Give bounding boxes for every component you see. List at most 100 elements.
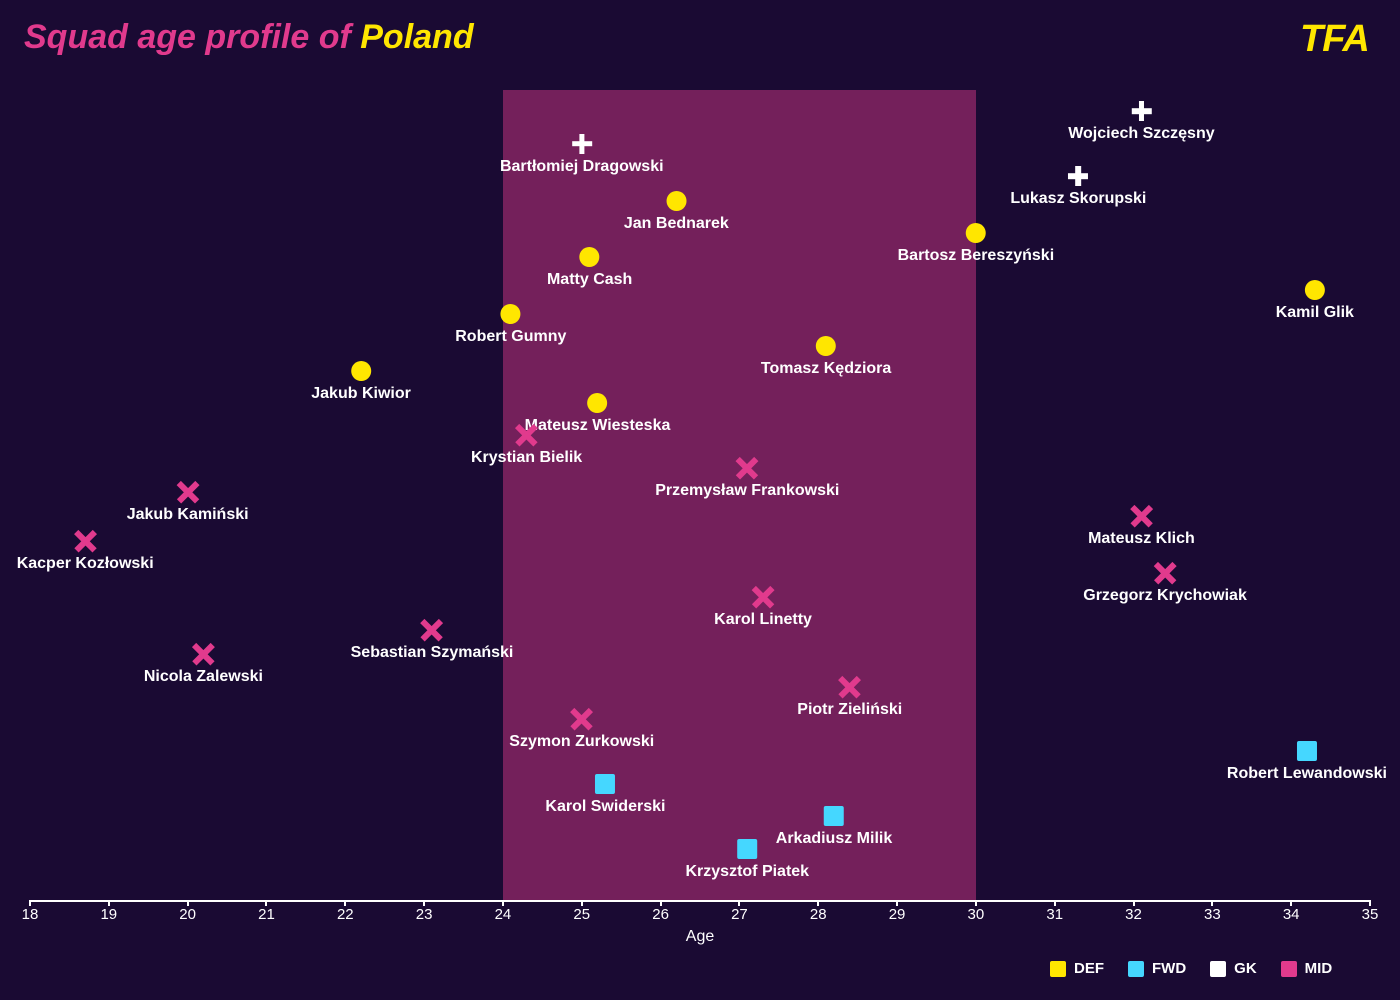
player-point: Robert Lewandowski <box>1227 741 1387 783</box>
player-point: Nicola Zalewski <box>144 644 263 686</box>
gk-marker <box>1131 101 1151 121</box>
fwd-marker <box>1297 741 1317 761</box>
player-point: Lukasz Skorupski <box>1010 166 1146 208</box>
x-tick-label: 30 <box>968 906 985 923</box>
player-point: Karol Linetty <box>714 587 812 629</box>
brand-logo: TFA <box>1300 18 1369 61</box>
def-marker <box>351 361 371 381</box>
legend-label: DEF <box>1074 960 1104 977</box>
mid-marker <box>193 644 213 664</box>
title-highlight: Poland <box>360 18 473 56</box>
player-label: Krystian Bielik <box>471 449 582 467</box>
legend-item-gk: GK <box>1210 960 1257 977</box>
mid-marker <box>840 677 860 697</box>
legend-swatch <box>1128 961 1144 977</box>
player-point: Matty Cash <box>547 247 632 289</box>
legend-swatch <box>1050 961 1066 977</box>
player-label: Grzegorz Krychowiak <box>1083 587 1247 605</box>
x-tick-label: 27 <box>731 906 748 923</box>
gk-marker <box>1068 166 1088 186</box>
legend-swatch <box>1281 961 1297 977</box>
player-point: Jakub Kiwior <box>311 361 411 403</box>
player-point: Robert Gumny <box>455 304 566 346</box>
x-tick-label: 21 <box>258 906 275 923</box>
x-tick-label: 18 <box>22 906 39 923</box>
player-point: Tomasz Kędziora <box>761 336 891 378</box>
x-tick-label: 26 <box>652 906 669 923</box>
title-prefix: Squad age profile of <box>24 18 360 56</box>
def-marker <box>816 336 836 356</box>
chart-canvas: Squad age profile of Poland TFA Age 18 19… <box>0 0 1400 1000</box>
x-tick-label: 23 <box>416 906 433 923</box>
player-label: Piotr Zieliński <box>797 701 902 719</box>
player-label: Bartosz Bereszyński <box>898 247 1055 265</box>
player-label: Jakub Kiwior <box>311 385 411 403</box>
x-tick-label: 35 <box>1362 906 1379 923</box>
player-label: Kamil Glik <box>1276 304 1354 322</box>
player-label: Jakub Kamiński <box>127 506 249 524</box>
player-label: Mateusz Klich <box>1088 530 1195 548</box>
player-point: Mateusz Klich <box>1088 506 1195 548</box>
player-label: Wojciech Szczęsny <box>1068 125 1214 143</box>
player-point: Bartosz Bereszyński <box>898 223 1055 265</box>
player-point: Sebastian Szymański <box>351 620 514 662</box>
plot-area: Age 181920212223242526272829303132333435… <box>30 90 1370 920</box>
x-tick-label: 29 <box>889 906 906 923</box>
mid-marker <box>572 709 592 729</box>
gk-marker <box>572 134 592 154</box>
player-label: Lukasz Skorupski <box>1010 190 1146 208</box>
player-point: Krzysztof Piatek <box>685 839 809 881</box>
player-label: Karol Linetty <box>714 611 812 629</box>
x-tick-label: 32 <box>1125 906 1142 923</box>
legend-label: GK <box>1234 960 1257 977</box>
player-point: Jan Bednarek <box>624 191 729 233</box>
player-label: Karol Swiderski <box>545 798 665 816</box>
player-point: Szymon Zurkowski <box>509 709 654 751</box>
player-label: Jan Bednarek <box>624 215 729 233</box>
legend-label: MID <box>1305 960 1333 977</box>
x-tick-label: 34 <box>1283 906 1300 923</box>
legend-swatch <box>1210 961 1226 977</box>
player-point: Kamil Glik <box>1276 280 1354 322</box>
player-label: Robert Lewandowski <box>1227 765 1387 783</box>
player-label: Nicola Zalewski <box>144 668 263 686</box>
legend-item-def: DEF <box>1050 960 1104 977</box>
x-tick-label: 20 <box>179 906 196 923</box>
mid-marker <box>1155 563 1175 583</box>
legend-label: FWD <box>1152 960 1186 977</box>
mid-marker <box>753 587 773 607</box>
player-label: Przemysław Frankowski <box>655 482 839 500</box>
x-tick-label: 33 <box>1204 906 1221 923</box>
player-label: Tomasz Kędziora <box>761 360 891 378</box>
player-point: Bartłomiej Dragowski <box>500 134 664 176</box>
mid-marker <box>178 482 198 502</box>
player-label: Sebastian Szymański <box>351 644 514 662</box>
player-label: Matty Cash <box>547 271 632 289</box>
mid-marker <box>1131 506 1151 526</box>
player-label: Bartłomiej Dragowski <box>500 158 664 176</box>
legend: DEF FWD GK MID <box>1050 960 1332 977</box>
player-point: Kacper Kozłowski <box>17 531 154 573</box>
player-label: Krzysztof Piatek <box>685 863 809 881</box>
x-axis-title: Age <box>686 928 714 946</box>
x-tick-label: 25 <box>573 906 590 923</box>
chart-title: Squad age profile of Poland <box>24 18 474 57</box>
legend-item-mid: MID <box>1281 960 1333 977</box>
mid-marker <box>75 531 95 551</box>
player-point: Karol Swiderski <box>545 774 665 816</box>
x-tick-label: 19 <box>100 906 117 923</box>
mid-marker <box>517 425 537 445</box>
player-label: Szymon Zurkowski <box>509 733 654 751</box>
player-point: Wojciech Szczęsny <box>1068 101 1214 143</box>
x-tick-label: 28 <box>810 906 827 923</box>
legend-item-fwd: FWD <box>1128 960 1186 977</box>
mid-marker <box>422 620 442 640</box>
mid-marker <box>737 458 757 478</box>
def-marker <box>580 247 600 267</box>
player-point: Grzegorz Krychowiak <box>1083 563 1247 605</box>
player-point: Przemysław Frankowski <box>655 458 839 500</box>
def-marker <box>501 304 521 324</box>
player-point: Jakub Kamiński <box>127 482 249 524</box>
player-point: Piotr Zieliński <box>797 677 902 719</box>
player-label: Robert Gumny <box>455 328 566 346</box>
